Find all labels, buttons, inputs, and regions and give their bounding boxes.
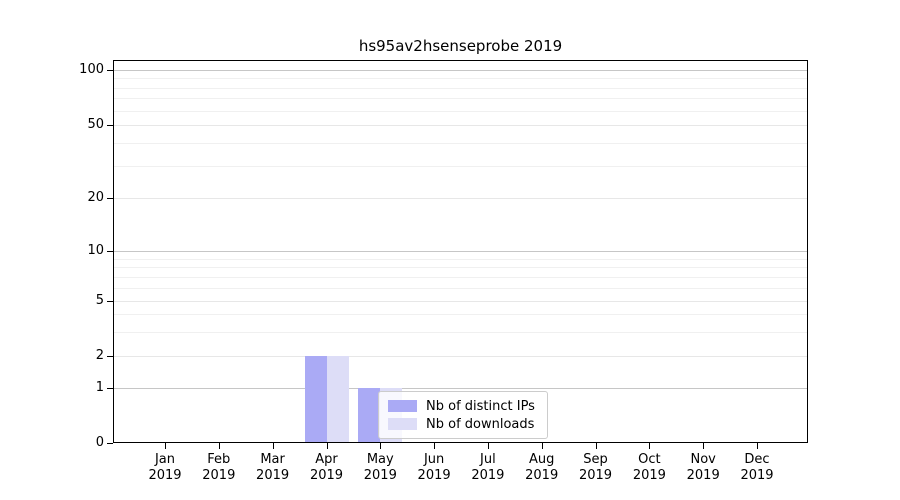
- gridline-y-1: [114, 388, 807, 389]
- plot-area: [113, 60, 808, 443]
- gridline-y-70: [114, 98, 807, 100]
- y-tick-label-50: 50: [87, 117, 104, 132]
- legend-item-distinct-ips: Nb of distinct IPs: [388, 397, 538, 415]
- x-tick-mark-apr: [326, 443, 328, 449]
- legend: Nb of distinct IPs Nb of downloads: [378, 391, 548, 439]
- y-tick-mark-20: [107, 198, 113, 199]
- x-tick-label-apr: Apr 2019: [309, 452, 344, 483]
- gridline-y-80: [114, 87, 807, 89]
- y-tick-label-100: 100: [79, 62, 104, 77]
- x-tick-label-dec: Dec 2019: [740, 452, 774, 483]
- bar-distinct-ips-apr: [304, 356, 327, 442]
- x-tick-label-jul: Jul 2019: [471, 452, 505, 483]
- y-tick-label-10: 10: [87, 243, 104, 258]
- y-tick-label-0: 0: [95, 435, 104, 450]
- x-tick-mark-nov: [703, 443, 705, 449]
- gridline-y-60: [114, 110, 807, 112]
- y-tick-label-20: 20: [87, 190, 104, 205]
- x-tick-mark-jan: [165, 443, 166, 449]
- x-tick-label-jun: Jun 2019: [417, 452, 451, 483]
- gridline-y-10: [114, 251, 807, 252]
- y-tick-mark-5: [107, 301, 113, 302]
- y-tick-mark-1: [107, 388, 113, 389]
- x-tick-mark-may: [380, 443, 382, 449]
- y-tick-label-1: 1: [95, 380, 104, 395]
- chart-title: hs95av2hsenseprobe 2019: [358, 37, 563, 55]
- legend-label: Nb of distinct IPs: [426, 398, 535, 414]
- gridline-y-4: [114, 314, 807, 316]
- bar-downloads-apr: [326, 356, 349, 442]
- gridline-y-40: [114, 142, 807, 144]
- x-tick-mark-jun: [434, 443, 436, 449]
- gridline-y-6: [114, 287, 807, 289]
- y-tick-label-5: 5: [95, 293, 104, 308]
- gridline-y-8: [114, 267, 807, 269]
- y-tick-mark-0: [107, 443, 113, 444]
- gridline-y-50: [114, 125, 807, 126]
- gridline-y-100: [114, 70, 807, 71]
- gridline-y-9: [114, 258, 807, 260]
- x-tick-label-mar: Mar 2019: [256, 452, 290, 483]
- x-tick-label-nov: Nov 2019: [686, 452, 720, 483]
- x-tick-mark-oct: [649, 443, 651, 449]
- gridline-y-5: [114, 301, 807, 302]
- x-tick-label-oct: Oct 2019: [632, 452, 666, 483]
- gridline-y-90: [114, 78, 807, 80]
- gridline-y-20: [114, 198, 807, 199]
- legend-label: Nb of downloads: [426, 416, 535, 432]
- x-tick-mark-aug: [541, 443, 543, 449]
- y-tick-mark-100: [107, 70, 113, 71]
- x-tick-label-sep: Sep 2019: [578, 452, 613, 483]
- gridline-y-3: [114, 331, 807, 333]
- y-tick-mark-10: [107, 251, 113, 252]
- gridline-y-2: [114, 356, 807, 357]
- bar-distinct-ips-may: [358, 388, 381, 442]
- x-tick-label-jan: Jan 2019: [148, 452, 182, 483]
- gridline-y-7: [114, 276, 807, 278]
- y-tick-mark-50: [107, 125, 113, 126]
- x-tick-mark-sep: [595, 443, 597, 449]
- x-tick-label-may: May 2019: [363, 452, 397, 483]
- x-tick-mark-feb: [218, 443, 220, 449]
- y-tick-label-2: 2: [95, 348, 104, 363]
- legend-swatch-distinct-ips: [388, 400, 417, 412]
- x-tick-label-feb: Feb 2019: [202, 452, 236, 483]
- legend-item-downloads: Nb of downloads: [388, 415, 538, 433]
- x-tick-label-aug: Aug 2019: [525, 452, 559, 483]
- x-tick-mark-mar: [272, 443, 274, 449]
- x-tick-mark-dec: [757, 443, 758, 449]
- x-tick-mark-jul: [487, 443, 489, 449]
- legend-swatch-downloads: [388, 418, 417, 430]
- gridline-y-30: [114, 165, 807, 167]
- y-tick-mark-2: [107, 356, 113, 357]
